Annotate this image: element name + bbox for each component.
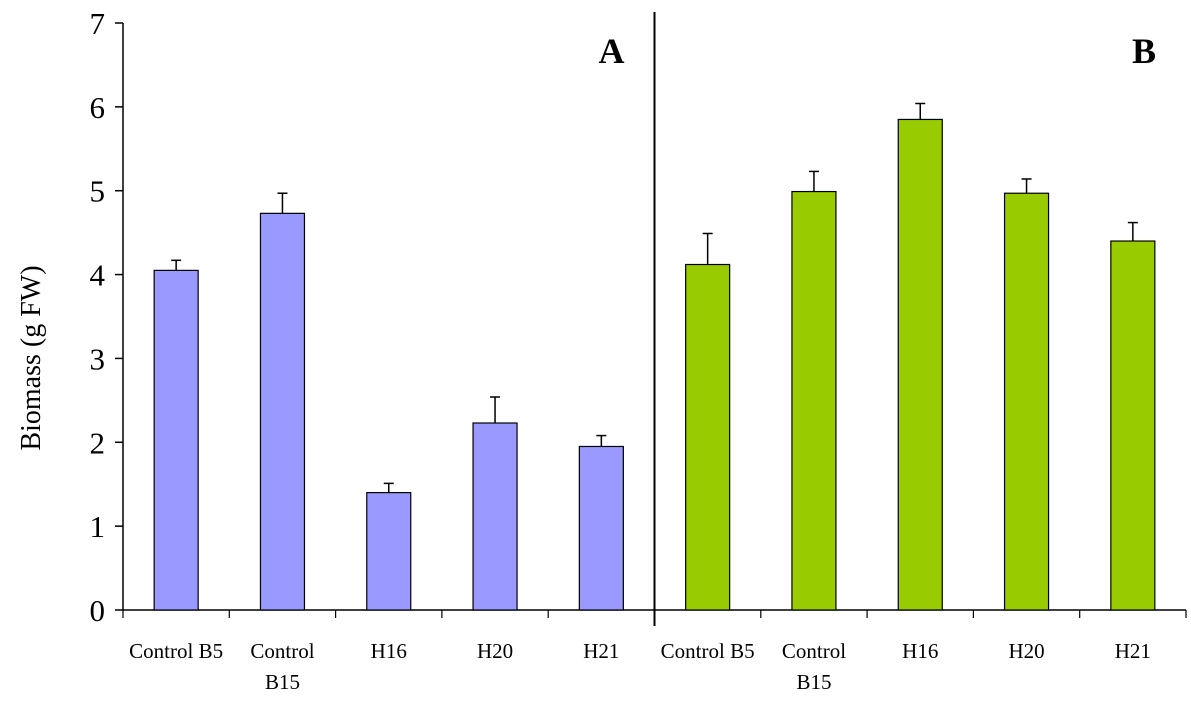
- y-tick-label: 4: [90, 258, 106, 293]
- y-tick-label: 6: [90, 90, 106, 125]
- bar: [578, 445, 624, 611]
- x-category-label: H21: [1115, 639, 1151, 663]
- panel-label-a: A: [599, 31, 625, 71]
- panel-label-b: B: [1132, 31, 1156, 71]
- y-tick-label: 0: [90, 593, 106, 628]
- y-tick-label: 1: [90, 509, 106, 544]
- y-tick-label: 2: [90, 425, 106, 460]
- bar: [366, 492, 412, 611]
- y-tick-label: 7: [90, 6, 106, 41]
- x-category-label: H20: [477, 639, 513, 663]
- y-tick-label: 3: [90, 341, 106, 376]
- bar: [897, 118, 943, 611]
- x-category-label: H16: [902, 639, 938, 663]
- bar: [685, 263, 731, 611]
- x-category-label: H16: [371, 639, 407, 663]
- bar: [1110, 240, 1156, 611]
- bar: [259, 212, 306, 611]
- bars: [153, 102, 1156, 611]
- bar: [1003, 192, 1050, 611]
- x-category-label: Control B15: [250, 639, 314, 694]
- x-category-label: Control B5: [661, 639, 755, 663]
- labels: A Control B5 Control B15 H16 H20 H21 B Control B…: [129, 31, 1156, 694]
- y-tick-label: 5: [90, 174, 106, 209]
- bar: [472, 422, 518, 611]
- bar: [791, 190, 837, 611]
- y-axis-label: Biomass (g FW): [16, 265, 47, 450]
- x-category-label: Control B5: [129, 639, 223, 663]
- bar: [153, 269, 199, 611]
- x-category-label: H21: [583, 639, 619, 663]
- x-category-label: Control B15: [782, 639, 846, 694]
- x-category-label: H20: [1008, 639, 1044, 663]
